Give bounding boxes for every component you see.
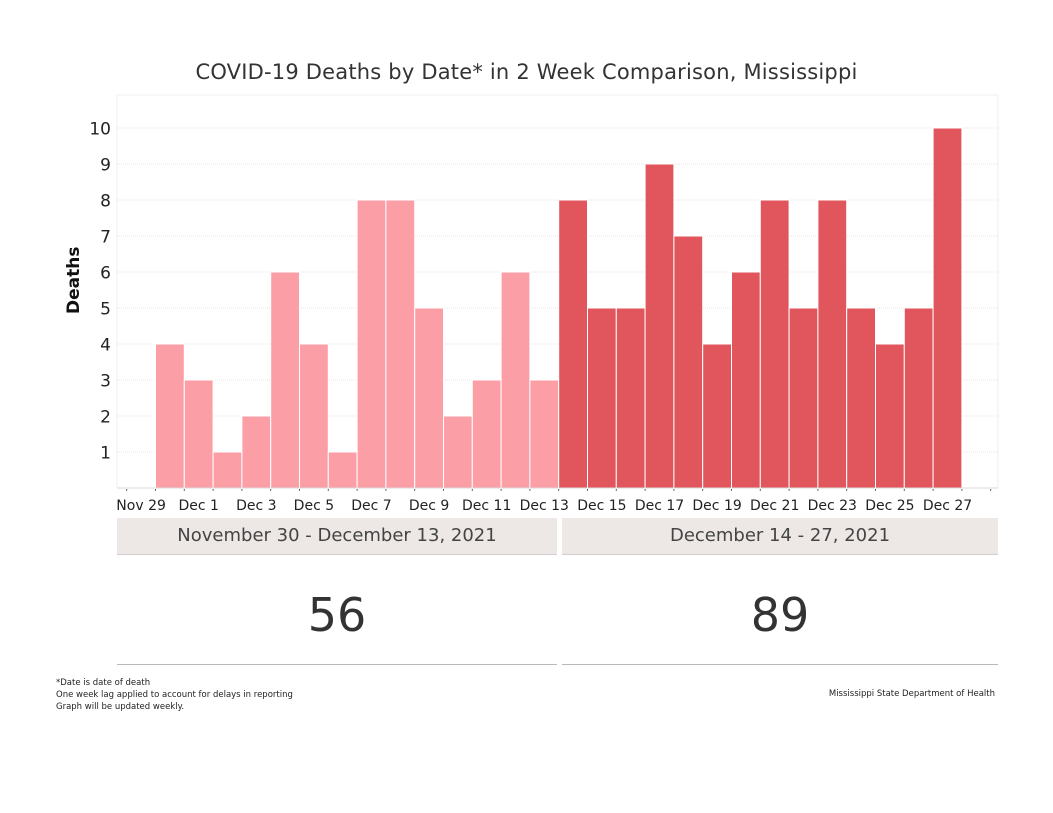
- footnotes: *Date is date of death One week lag appl…: [56, 677, 293, 713]
- y-tick-label: 2: [100, 408, 111, 428]
- period-2-total: 89: [750, 588, 810, 642]
- y-tick-label: 10: [89, 120, 111, 140]
- y-tick-label: 7: [100, 228, 111, 248]
- y-tick-label: 3: [100, 372, 111, 392]
- x-tick-label: Dec 3: [236, 498, 276, 514]
- bar-series-1: [471, 379, 502, 489]
- bar-series-2: [817, 199, 848, 489]
- period-1-total: 56: [307, 588, 367, 642]
- bar-series-1: [241, 415, 272, 489]
- bar-series-1: [500, 271, 531, 489]
- bar-series-2: [644, 163, 675, 489]
- y-tick-label: 6: [100, 264, 111, 284]
- bar-series-1: [356, 199, 387, 489]
- x-tick-label: Dec 7: [351, 498, 391, 514]
- bar-series-2: [846, 307, 877, 489]
- x-tick-label: Dec 9: [409, 498, 449, 514]
- period-1-header: November 30 - December 13, 2021: [117, 518, 557, 555]
- x-tick-label: Dec 15: [577, 498, 626, 514]
- x-tick-label: Dec 27: [923, 498, 972, 514]
- period-2-header: December 14 - 27, 2021: [562, 518, 998, 555]
- x-tick-label: Dec 13: [520, 498, 569, 514]
- x-tick-label: Dec 21: [750, 498, 799, 514]
- y-tick-label: 5: [100, 300, 111, 320]
- y-tick-label: 9: [100, 156, 111, 176]
- bar-series-2: [903, 307, 934, 489]
- x-tick-label: Dec 11: [462, 498, 511, 514]
- bar-series-1: [529, 379, 560, 489]
- footnote-line: *Date is date of death: [56, 678, 151, 688]
- bar-series-1: [327, 451, 358, 489]
- bar-series-1: [443, 415, 473, 489]
- bar-series-1: [212, 451, 243, 489]
- deaths-bar-chart: 1 2 3 4 5 6 7 8 9 10 Nov 29 Dec 1 Dec 3 Dec 5 Dec 7 Dec…: [89, 94, 999, 514]
- y-tick-label: 4: [100, 336, 111, 356]
- y-tick-label: 8: [100, 192, 111, 212]
- bar-series-2: [558, 199, 589, 489]
- bar-series-2: [875, 343, 905, 489]
- bar-series-2: [788, 307, 819, 489]
- period-1-divider: [117, 664, 557, 665]
- y-axis-label: Deaths: [64, 246, 84, 314]
- chart-title: COVID-19 Deaths by Date* in 2 Week Compa…: [195, 60, 858, 84]
- bar-series-2: [587, 307, 617, 489]
- bar-series-2: [759, 199, 790, 489]
- bar-series-2: [932, 127, 963, 489]
- y-tick-label: 1: [100, 444, 111, 464]
- bar-series-1: [414, 307, 445, 489]
- bar-series-2: [673, 235, 704, 489]
- x-tick-label: Dec 23: [808, 498, 857, 514]
- x-tick-label: Dec 17: [635, 498, 684, 514]
- bar-series-1: [183, 379, 214, 489]
- x-tick-label: Dec 19: [692, 498, 741, 514]
- bar-series-2: [702, 343, 733, 489]
- period-2-divider: [562, 664, 998, 665]
- bar-series-1: [299, 343, 329, 489]
- x-tick-label: Dec 5: [294, 498, 334, 514]
- bar-series-2: [615, 307, 646, 489]
- bar-series-1: [385, 199, 416, 489]
- x-tick-label: Dec 25: [865, 498, 914, 514]
- footnote-line: One week lag applied to account for dela…: [56, 690, 293, 700]
- footnote-line: Graph will be updated weekly.: [56, 702, 185, 712]
- bar-series-2: [731, 271, 761, 489]
- bar-series-1: [155, 343, 185, 489]
- source-credit: Mississippi State Department of Health: [828, 689, 995, 699]
- x-tick-label: Dec 1: [178, 498, 218, 514]
- bar-series-1: [270, 271, 301, 489]
- x-tick-label: Nov 29: [116, 498, 166, 514]
